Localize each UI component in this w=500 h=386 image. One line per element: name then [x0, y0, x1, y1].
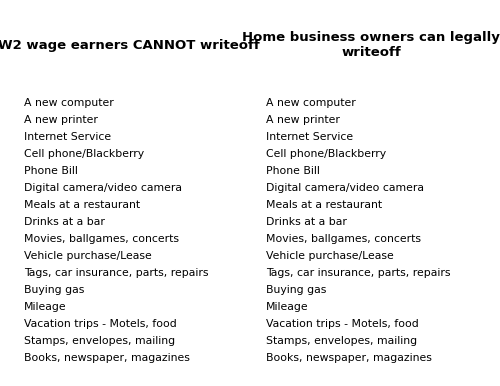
Text: Vehicle purchase/Lease: Vehicle purchase/Lease	[266, 251, 394, 261]
Text: Digital camera/video camera: Digital camera/video camera	[266, 183, 424, 193]
Text: Movies, ballgames, concerts: Movies, ballgames, concerts	[24, 234, 180, 244]
Text: Mileage: Mileage	[266, 302, 309, 312]
Text: Cell phone/Blackberry: Cell phone/Blackberry	[24, 149, 144, 159]
Text: Phone Bill: Phone Bill	[266, 166, 320, 176]
Text: A new computer: A new computer	[266, 98, 356, 108]
Text: Cell phone/Blackberry: Cell phone/Blackberry	[266, 149, 386, 159]
Text: Mileage: Mileage	[24, 302, 67, 312]
Text: A new printer: A new printer	[266, 115, 340, 125]
Text: Vehicle purchase/Lease: Vehicle purchase/Lease	[24, 251, 152, 261]
Text: Home business owners can legally
writeoff: Home business owners can legally writeof…	[242, 31, 500, 59]
Text: Meals at a restaurant: Meals at a restaurant	[24, 200, 140, 210]
Text: A new printer: A new printer	[24, 115, 98, 125]
Text: Buying gas: Buying gas	[266, 285, 326, 295]
Text: Buying gas: Buying gas	[24, 285, 84, 295]
Text: Tags, car insurance, parts, repairs: Tags, car insurance, parts, repairs	[266, 268, 451, 278]
Text: Tags, car insurance, parts, repairs: Tags, car insurance, parts, repairs	[24, 268, 209, 278]
Text: W2 wage earners CANNOT writeoff: W2 wage earners CANNOT writeoff	[0, 39, 260, 51]
Text: Stamps, envelopes, mailing: Stamps, envelopes, mailing	[266, 336, 418, 346]
Text: Vacation trips - Motels, food: Vacation trips - Motels, food	[24, 319, 177, 329]
Text: Movies, ballgames, concerts: Movies, ballgames, concerts	[266, 234, 422, 244]
Text: Books, newspaper, magazines: Books, newspaper, magazines	[266, 353, 432, 363]
Text: Vacation trips - Motels, food: Vacation trips - Motels, food	[266, 319, 419, 329]
Text: Digital camera/video camera: Digital camera/video camera	[24, 183, 182, 193]
Text: Internet Service: Internet Service	[24, 132, 112, 142]
Text: Phone Bill: Phone Bill	[24, 166, 78, 176]
Text: Books, newspaper, magazines: Books, newspaper, magazines	[24, 353, 190, 363]
Text: Meals at a restaurant: Meals at a restaurant	[266, 200, 382, 210]
Text: Stamps, envelopes, mailing: Stamps, envelopes, mailing	[24, 336, 176, 346]
Text: Internet Service: Internet Service	[266, 132, 354, 142]
Text: Drinks at a bar: Drinks at a bar	[24, 217, 105, 227]
Text: Drinks at a bar: Drinks at a bar	[266, 217, 347, 227]
Text: A new computer: A new computer	[24, 98, 114, 108]
